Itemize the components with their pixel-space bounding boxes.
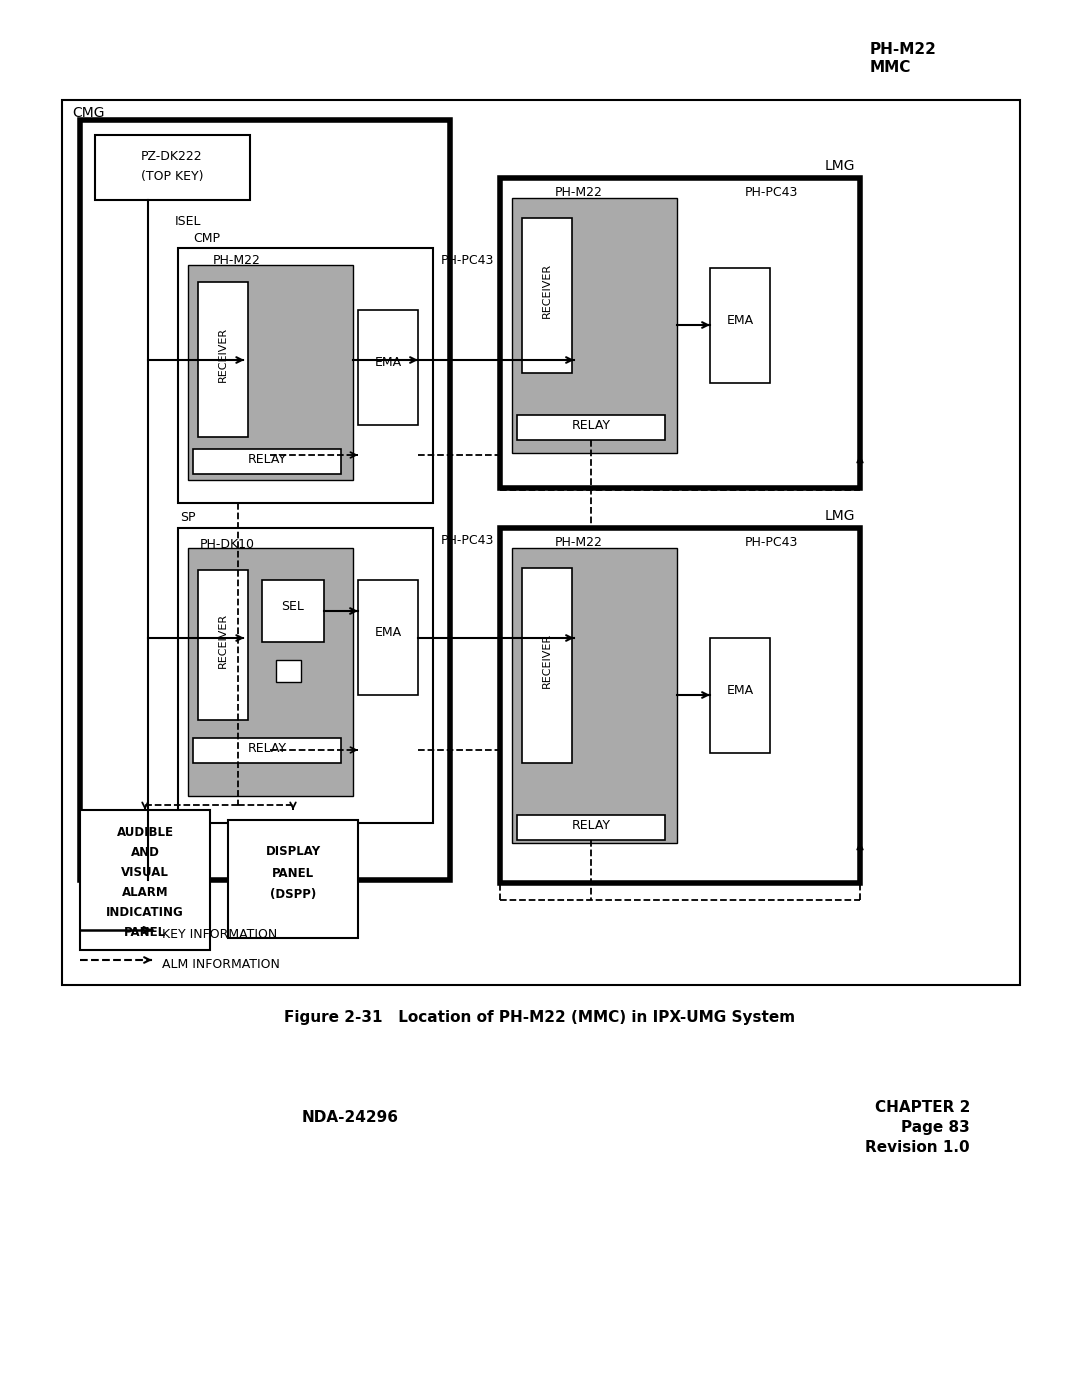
Bar	[262, 580, 324, 643]
Text: Page 83: Page 83	[901, 1120, 970, 1134]
Text: CMG: CMG	[72, 106, 105, 120]
Text: (TOP KEY): (TOP KEY)	[140, 170, 203, 183]
Bar	[512, 548, 677, 842]
Text: KEY INFORMATION: KEY INFORMATION	[162, 929, 278, 942]
Text: PH-M22: PH-M22	[555, 186, 603, 198]
Text: MMC: MMC	[870, 60, 912, 75]
Text: SEL: SEL	[282, 601, 305, 613]
Text: PZ-DK222: PZ-DK222	[141, 149, 203, 163]
Text: (DSPP): (DSPP)	[270, 888, 316, 901]
Text: CHAPTER 2: CHAPTER 2	[875, 1099, 970, 1115]
Text: ISEL: ISEL	[175, 215, 202, 228]
Text: LMG: LMG	[824, 509, 855, 522]
Bar	[80, 120, 450, 880]
Bar	[500, 528, 860, 883]
Bar	[357, 580, 418, 694]
Text: ALM INFORMATION: ALM INFORMATION	[162, 958, 280, 971]
Text: Figure 2-31   Location of PH-M22 (MMC) in IPX-UMG System: Figure 2-31 Location of PH-M22 (MMC) in …	[284, 1010, 796, 1025]
Text: RECEIVER: RECEIVER	[542, 633, 552, 687]
Text: EMA: EMA	[375, 355, 402, 369]
Text: RELAY: RELAY	[247, 453, 286, 467]
Text: VISUAL: VISUAL	[121, 866, 168, 879]
Text: PH-PC43: PH-PC43	[441, 534, 495, 548]
Text: EMA: EMA	[727, 313, 754, 327]
Text: NDA-24296: NDA-24296	[301, 1111, 399, 1125]
Bar	[178, 249, 433, 503]
Text: RELAY: RELAY	[247, 742, 286, 754]
Text: PH-M22: PH-M22	[870, 42, 936, 57]
Text: ALARM: ALARM	[122, 886, 168, 900]
Text: LMG: LMG	[824, 159, 855, 173]
Text: PH-PC43: PH-PC43	[441, 254, 495, 267]
Text: SP: SP	[180, 511, 195, 524]
Bar	[188, 265, 353, 481]
Text: PANEL: PANEL	[272, 868, 314, 880]
Text: AND: AND	[131, 847, 160, 859]
Bar	[178, 528, 433, 823]
Text: DISPLAY: DISPLAY	[266, 845, 321, 858]
Text: EMA: EMA	[727, 683, 754, 697]
Text: Revision 1.0: Revision 1.0	[865, 1140, 970, 1155]
Bar	[228, 820, 357, 937]
Bar	[198, 570, 248, 719]
Bar	[517, 814, 665, 840]
Bar	[188, 548, 353, 796]
Bar	[276, 659, 301, 682]
Bar	[522, 218, 572, 373]
Bar	[80, 810, 210, 950]
Text: RECEIVER: RECEIVER	[218, 612, 228, 668]
Text: CMP: CMP	[193, 232, 220, 244]
Text: PH-DK10: PH-DK10	[200, 538, 255, 550]
Bar	[357, 310, 418, 425]
Bar	[710, 268, 770, 383]
Bar	[710, 638, 770, 753]
Text: AUDIBLE: AUDIBLE	[117, 826, 174, 840]
Bar	[95, 136, 249, 200]
Bar	[193, 448, 341, 474]
Bar	[522, 569, 572, 763]
Bar	[500, 177, 860, 488]
Text: PH-M22: PH-M22	[555, 536, 603, 549]
Text: INDICATING: INDICATING	[106, 907, 184, 919]
Text: PH-M22: PH-M22	[213, 254, 261, 267]
Bar	[193, 738, 341, 763]
Text: PH-PC43: PH-PC43	[745, 186, 798, 198]
Bar	[198, 282, 248, 437]
Text: PH-PC43: PH-PC43	[745, 536, 798, 549]
Text: EMA: EMA	[375, 626, 402, 638]
Bar	[62, 101, 1020, 985]
Text: RELAY: RELAY	[571, 819, 610, 833]
Text: RELAY: RELAY	[571, 419, 610, 432]
Bar	[512, 198, 677, 453]
Text: RECEIVER: RECEIVER	[542, 263, 552, 317]
Bar	[517, 415, 665, 440]
Text: PANEL: PANEL	[124, 926, 166, 939]
Text: RECEIVER: RECEIVER	[218, 327, 228, 381]
